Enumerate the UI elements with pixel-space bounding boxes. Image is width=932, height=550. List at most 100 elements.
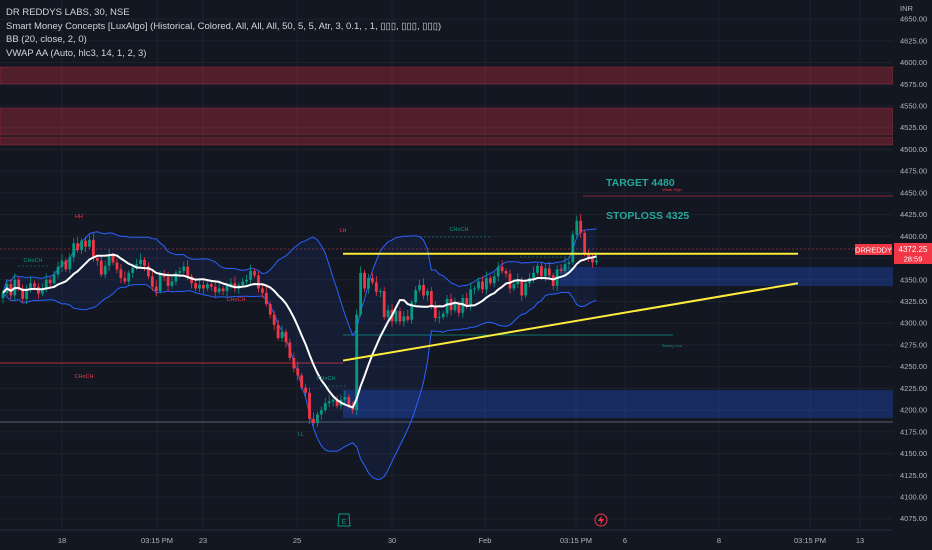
candle-body: [394, 311, 398, 322]
trendlines[interactable]: [342, 252, 799, 362]
candle-body: [21, 288, 25, 299]
y-tick-label: 4450.00: [900, 188, 927, 197]
candle-body: [76, 243, 80, 251]
candle-body: [44, 279, 48, 289]
candle-body: [496, 266, 500, 277]
candle-body: [260, 288, 264, 293]
candle-body: [520, 279, 524, 296]
candle-body: [418, 284, 421, 291]
y-tick-label: 4625.00: [900, 36, 927, 45]
candle-body: [363, 272, 366, 289]
candle-body: [213, 286, 217, 292]
candle-body: [272, 314, 276, 325]
candle-body: [264, 292, 268, 305]
candle-body: [488, 278, 492, 284]
y-tick-label: 4075.00: [900, 514, 927, 523]
y-tick-label: 4550.00: [900, 102, 927, 111]
candle-body: [95, 258, 99, 261]
x-tick-label: 18: [58, 536, 66, 545]
candle-body: [512, 284, 516, 289]
candle-body: [426, 291, 429, 296]
candle-body: [245, 279, 249, 282]
indicator-smc[interactable]: Smart Money Concepts [LuxAlgo] (Historic…: [6, 20, 442, 32]
smc-label-lh: LH: [339, 228, 346, 234]
chart-legend: DR REDDYS LABS, 30, NSE Smart Money Conc…: [6, 6, 441, 60]
indicator-bb[interactable]: BB (20, close, 2, 0): [6, 34, 87, 45]
candle-body: [508, 273, 512, 289]
candle-body: [559, 269, 563, 272]
candle-body: [347, 397, 351, 406]
candle-body: [115, 262, 119, 270]
candle-body: [355, 314, 359, 411]
candle-body: [477, 281, 480, 289]
candle-body: [186, 266, 190, 277]
candle-body: [484, 278, 488, 290]
candle-body: [410, 302, 414, 320]
candle-body: [437, 317, 441, 319]
price-tag-value: 4372.25: [899, 245, 928, 254]
candle-body: [99, 260, 103, 275]
candle-body: [84, 240, 87, 247]
candle-body: [583, 232, 587, 254]
candle-body: [123, 278, 127, 282]
candle-body: [323, 403, 327, 411]
y-tick-label: 4525.00: [900, 123, 927, 132]
symbol-title[interactable]: DR REDDYS LABS, 30, NSE: [6, 7, 130, 18]
candle-body: [25, 290, 28, 299]
symbol-tag-text: DRREDDY: [855, 246, 892, 255]
smc-label-choch: CHoCH: [227, 297, 246, 303]
time-axis[interactable]: 18 03:15 PM 23 25 30 Feb 03:15 PM 6 8 03:15 PM 13: [0, 529, 932, 550]
y-tick-label: 4100.00: [900, 492, 927, 501]
candle-body: [60, 260, 64, 267]
candle-body: [72, 243, 76, 258]
candle-body: [91, 239, 95, 259]
candle-body: [131, 267, 135, 273]
candle-body: [492, 276, 496, 284]
candle-body: [595, 260, 598, 263]
y-tick-label: 4350.00: [900, 275, 927, 284]
candle-body: [229, 283, 233, 286]
candle-body: [441, 313, 445, 318]
candle-body: [398, 311, 402, 322]
candle-body: [217, 288, 221, 292]
candle-body: [500, 266, 504, 272]
candle-body: [135, 264, 139, 268]
candle-body: [551, 275, 555, 286]
candle-body: [52, 274, 56, 284]
candle-body: [111, 255, 115, 263]
candle-body: [170, 281, 174, 286]
candle-body: [359, 272, 363, 315]
indicator-vwap[interactable]: VWAP AA (Auto, hlc3, 14, 1, 2, 3): [6, 47, 147, 59]
candle-body: [221, 288, 225, 292]
candle-body: [88, 239, 91, 247]
candle-body: [453, 304, 457, 311]
candle-body: [139, 259, 142, 265]
candle-body: [327, 401, 331, 404]
candle-body: [402, 316, 406, 322]
y-tick-label: 4275.00: [900, 340, 927, 349]
bullish-ob-zone-upper: [560, 267, 893, 286]
candle-body: [371, 278, 374, 283]
candle-body: [147, 265, 150, 277]
earnings-icon[interactable]: E: [337, 513, 351, 527]
candle-body: [292, 357, 296, 369]
x-tick-label: Feb: [479, 536, 492, 545]
candle-body: [202, 284, 205, 289]
target-annotation[interactable]: TARGET 4480: [606, 177, 675, 189]
candle-body: [343, 397, 347, 400]
lightning-icon[interactable]: [594, 513, 608, 527]
price-axis[interactable]: INR 4075.00 4100.00 4125.00 4150.00 4175.00 4…: [893, 0, 932, 530]
y-tick-label: 4400.00: [900, 232, 927, 241]
candle-body: [575, 220, 579, 235]
candle-body: [331, 399, 335, 402]
stoploss-annotation[interactable]: STOPLOSS 4325: [606, 210, 689, 222]
smc-label-choch: CHoCH: [75, 374, 94, 380]
candle-body: [319, 410, 323, 415]
candle-body: [308, 392, 311, 419]
candle-body: [280, 331, 284, 338]
x-tick-label: 6: [623, 536, 627, 545]
candle-body: [119, 269, 123, 279]
price-tag-box: [894, 243, 932, 264]
candle-body: [524, 283, 528, 296]
